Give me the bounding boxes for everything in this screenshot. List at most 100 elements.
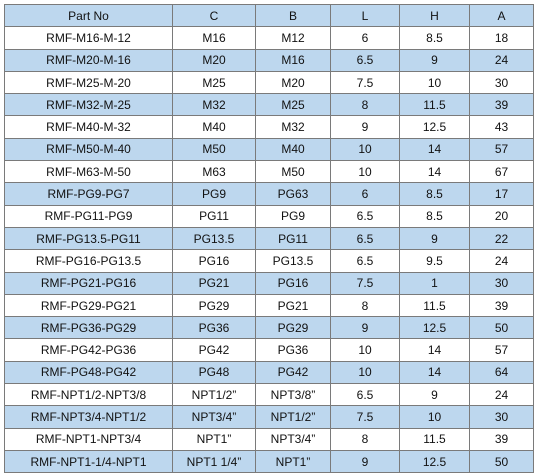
cell-a: 39	[469, 293, 534, 318]
cell-l: 6.5	[330, 383, 400, 407]
cell-a: 24	[469, 383, 534, 407]
header-l: L	[330, 3, 400, 28]
header-part-no: Part No	[4, 3, 173, 28]
cell-part-no: RMF-M40-M-32	[4, 115, 173, 139]
cell-l: 8	[330, 293, 400, 318]
cell-b: M20	[255, 70, 331, 95]
cell-l: 10	[330, 360, 400, 385]
table-row: RMF-PG9-PG7 PG9 PG63 6 8.5 17	[4, 182, 534, 206]
cell-h: 9.5	[399, 249, 470, 273]
cell-b: PG11	[255, 226, 331, 251]
cell-c: NPT1”	[172, 427, 256, 451]
cell-c: PG42	[172, 338, 256, 362]
cell-h: 14	[399, 137, 470, 162]
cell-part-no: RMF-NPT1/2-NPT3/8	[4, 383, 173, 407]
parts-table-container: Part No C B L H A RMF-M16-M-12 M16 M12 6 8.5…	[4, 3, 534, 473]
cell-a: 57	[469, 137, 534, 162]
table-row: RMF-NPT1-NPT3/4 NPT1” NPT3/4” 8 11.5 39	[4, 427, 534, 451]
cell-part-no: RMF-M32-M-25	[4, 93, 173, 117]
cell-a: 39	[469, 93, 534, 117]
cell-b: PG29	[255, 316, 331, 340]
table-row: RMF-PG36-PG29 PG36 PG29 9 12.5 50	[4, 316, 534, 340]
cell-l: 10	[330, 137, 400, 162]
cell-h: 11.5	[399, 293, 470, 318]
cell-l: 10	[330, 338, 400, 362]
table-row: RMF-NPT1/2-NPT3/8 NPT1/2” NPT3/8” 6.5 9 24	[4, 383, 534, 407]
table-row: RMF-PG48-PG42 PG48 PG42 10 14 64	[4, 360, 534, 385]
cell-c: PG11	[172, 204, 256, 228]
cell-part-no: RMF-PG29-PG21	[4, 293, 173, 318]
cell-part-no: RMF-M50-M-40	[4, 137, 173, 162]
table-row: RMF-PG21-PG16 PG21 PG16 7.5 1 30	[4, 271, 534, 295]
cell-b: NPT1”	[255, 449, 331, 473]
cell-c: M16	[172, 26, 256, 50]
cell-b: M40	[255, 137, 331, 162]
cell-a: 64	[469, 360, 534, 385]
cell-part-no: RMF-PG13.5-PG11	[4, 226, 173, 251]
table-row: RMF-PG42-PG36 PG42 PG36 10 14 57	[4, 338, 534, 362]
cell-part-no: RMF-M63-M-50	[4, 160, 173, 184]
table-row: RMF-PG16-PG13.5 PG16 PG13.5 6.5 9.5 24	[4, 249, 534, 273]
cell-l: 7.5	[330, 70, 400, 95]
table-row: RMF-NPT3/4-NPT1/2 NPT3/4” NPT1/2” 7.5 10 30	[4, 405, 534, 429]
cell-h: 14	[399, 360, 470, 385]
cell-b: PG36	[255, 338, 331, 362]
cell-h: 8.5	[399, 182, 470, 206]
cell-c: PG48	[172, 360, 256, 385]
cell-l: 6.5	[330, 204, 400, 228]
cell-c: NPT1/2”	[172, 383, 256, 407]
cell-a: 30	[469, 405, 534, 429]
cell-part-no: RMF-PG42-PG36	[4, 338, 173, 362]
cell-b: NPT3/8”	[255, 383, 331, 407]
cell-c: M63	[172, 160, 256, 184]
table-row: RMF-M25-M-20 M25 M20 7.5 10 30	[4, 70, 534, 95]
cell-part-no: RMF-PG11-PG9	[4, 204, 173, 228]
table-row: RMF-PG13.5-PG11 PG13.5 PG11 6.5 9 22	[4, 226, 534, 251]
cell-h: 10	[399, 70, 470, 95]
cell-l: 9	[330, 449, 400, 473]
cell-b: M32	[255, 115, 331, 139]
cell-a: 67	[469, 160, 534, 184]
cell-c: M40	[172, 115, 256, 139]
cell-c: PG16	[172, 249, 256, 273]
cell-b: PG9	[255, 204, 331, 228]
cell-c: PG9	[172, 182, 256, 206]
cell-h: 10	[399, 405, 470, 429]
cell-a: 39	[469, 427, 534, 451]
cell-b: M16	[255, 48, 331, 72]
cell-l: 6.5	[330, 48, 400, 72]
cell-a: 50	[469, 316, 534, 340]
parts-dimension-table: Part No C B L H A RMF-M16-M-12 M16 M12 6 8.5…	[4, 3, 534, 473]
header-c: C	[172, 3, 256, 28]
header-row: Part No C B L H A	[4, 3, 534, 28]
table-row: RMF-M16-M-12 M16 M12 6 8.5 18	[4, 26, 534, 50]
cell-l: 6.5	[330, 226, 400, 251]
cell-part-no: RMF-NPT1-NPT3/4	[4, 427, 173, 451]
cell-l: 6.5	[330, 249, 400, 273]
cell-b: PG42	[255, 360, 331, 385]
cell-a: 43	[469, 115, 534, 139]
cell-part-no: RMF-PG16-PG13.5	[4, 249, 173, 273]
cell-h: 9	[399, 383, 470, 407]
cell-c: PG13.5	[172, 226, 256, 251]
cell-b: PG13.5	[255, 249, 331, 273]
cell-h: 9	[399, 226, 470, 251]
cell-l: 6	[330, 26, 400, 50]
cell-h: 12.5	[399, 449, 470, 473]
cell-h: 9	[399, 48, 470, 72]
cell-part-no: RMF-NPT1-1/4-NPT1	[4, 449, 173, 473]
cell-h: 12.5	[399, 316, 470, 340]
table-row: RMF-M20-M-16 M20 M16 6.5 9 24	[4, 48, 534, 72]
cell-l: 8	[330, 93, 400, 117]
cell-l: 9	[330, 115, 400, 139]
cell-part-no: RMF-NPT3/4-NPT1/2	[4, 405, 173, 429]
cell-a: 22	[469, 226, 534, 251]
cell-b: PG63	[255, 182, 331, 206]
cell-part-no: RMF-PG48-PG42	[4, 360, 173, 385]
cell-c: NPT3/4”	[172, 405, 256, 429]
header-h: H	[399, 3, 470, 28]
cell-c: M20	[172, 48, 256, 72]
cell-b: PG21	[255, 293, 331, 318]
cell-b: NPT1/2”	[255, 405, 331, 429]
cell-c: PG29	[172, 293, 256, 318]
